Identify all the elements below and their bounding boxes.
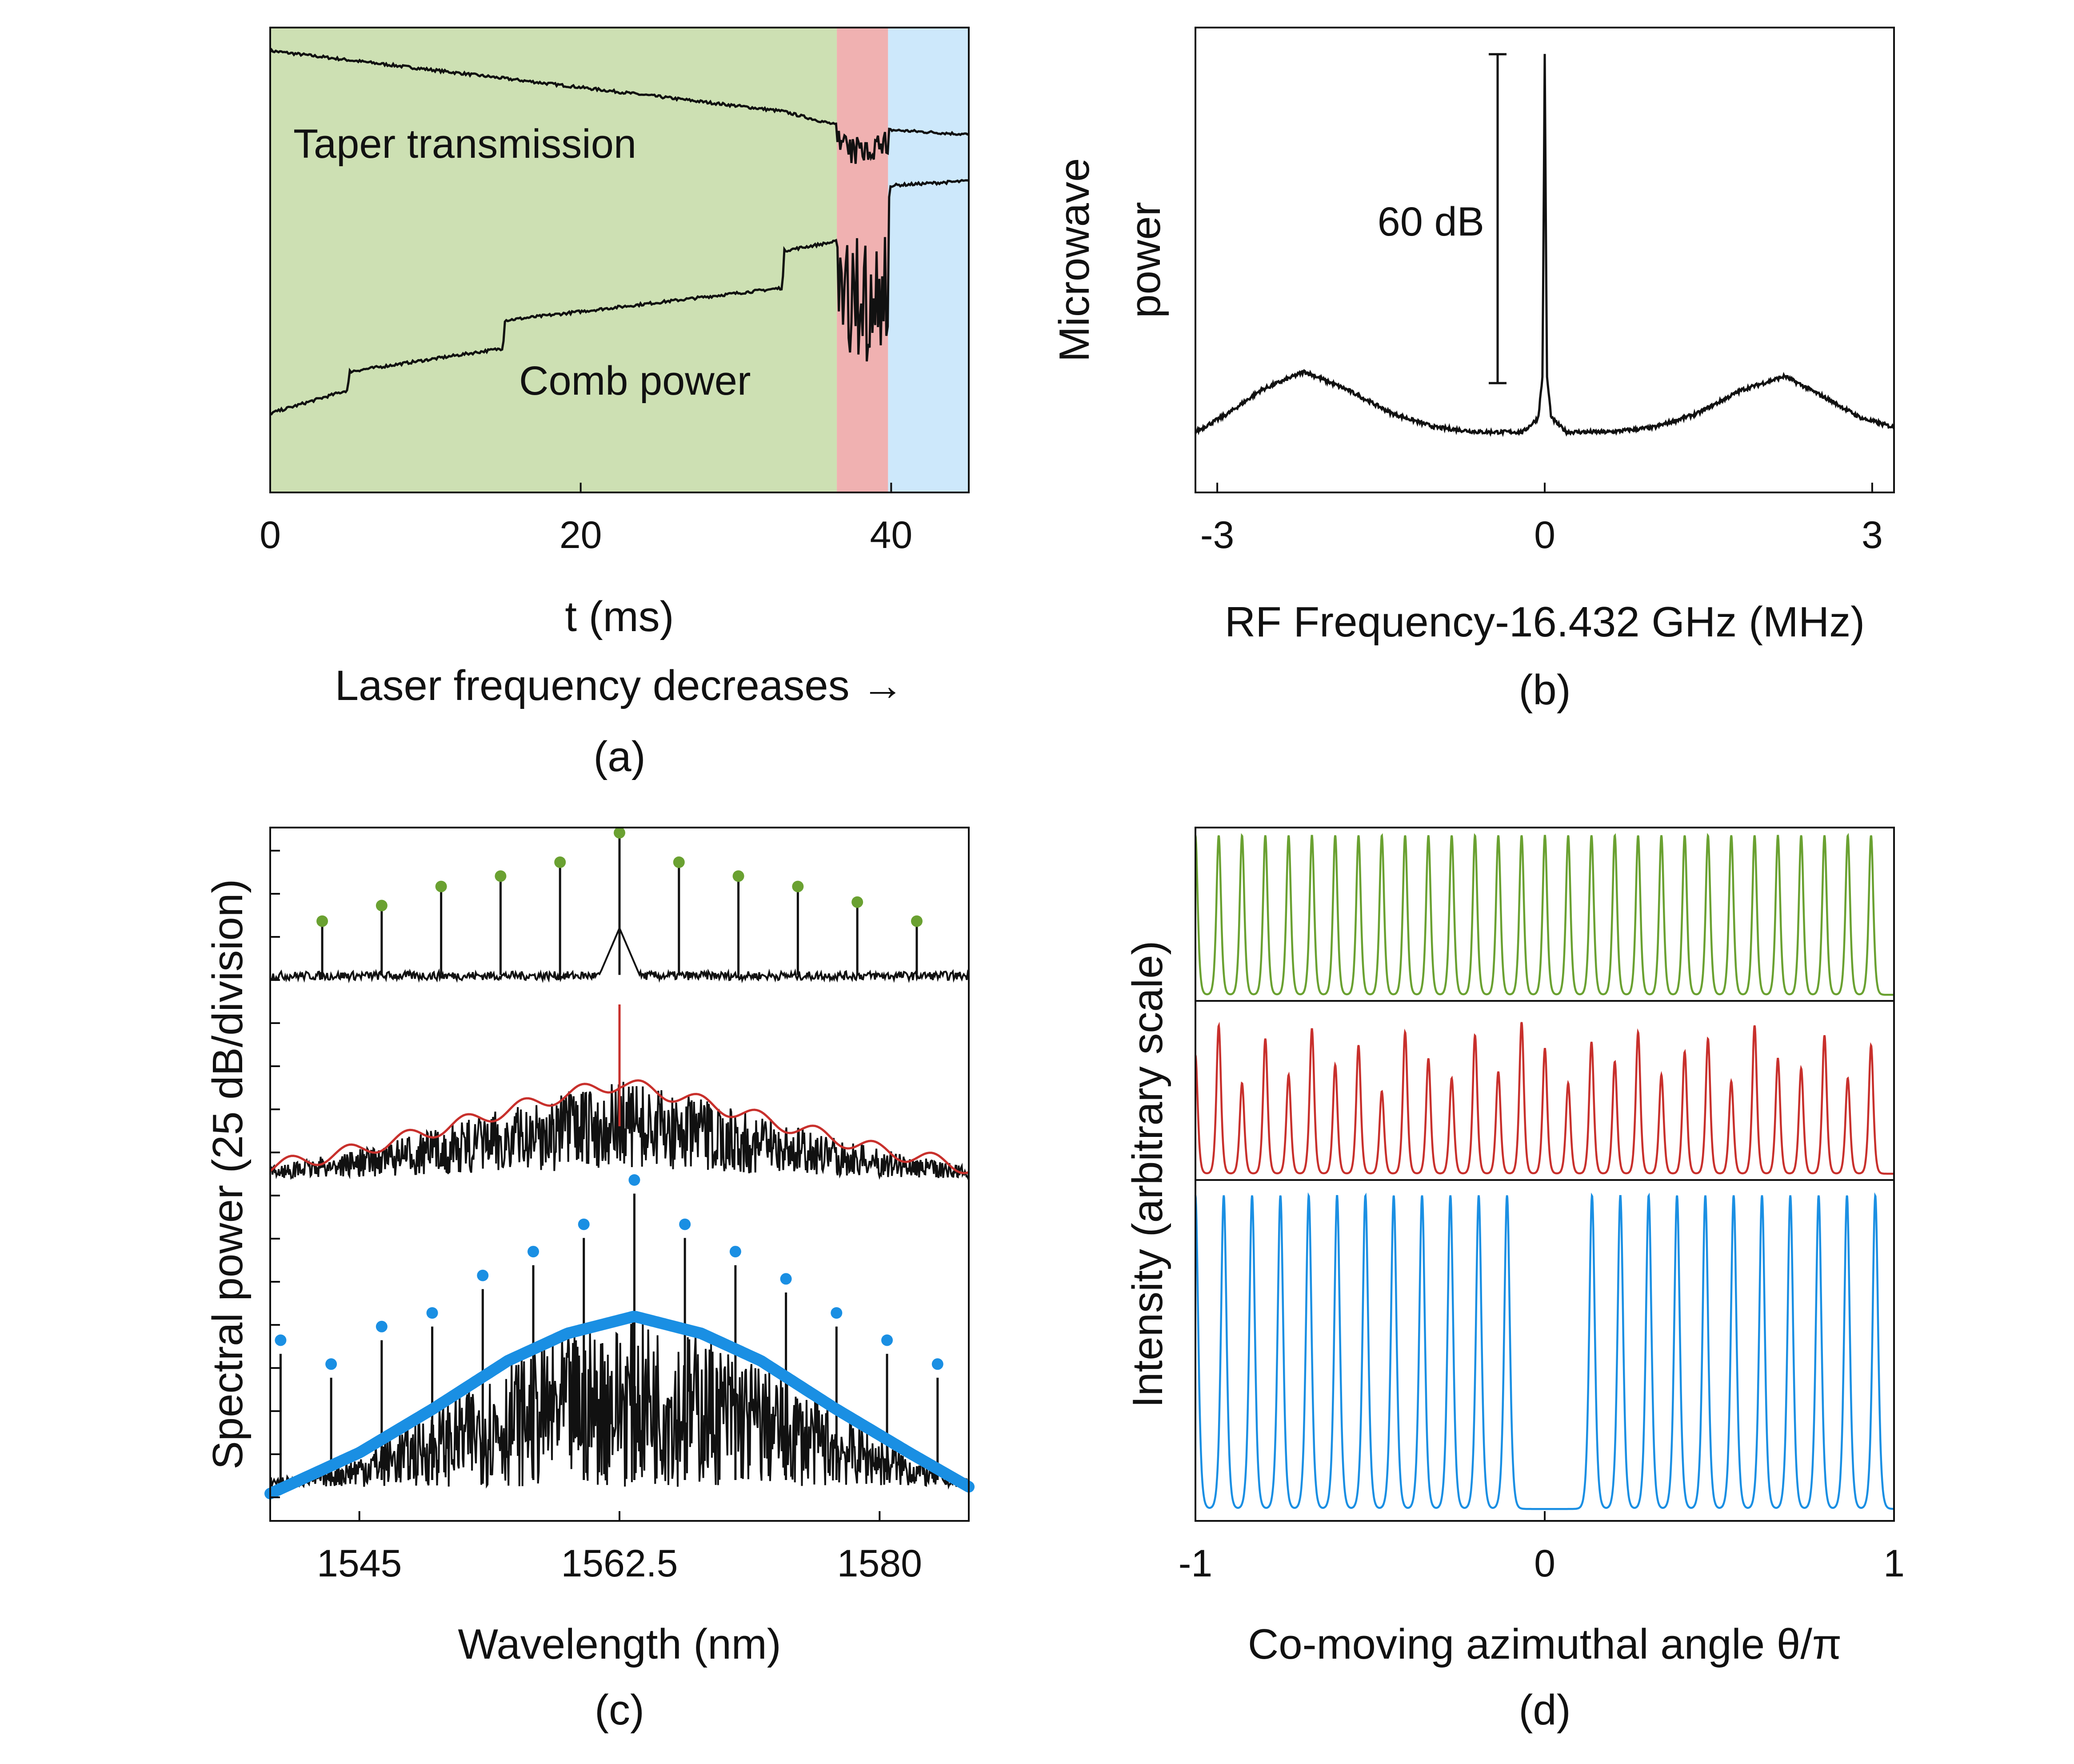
sixty-db-bracket [1489, 53, 1507, 384]
sech-squared-envelope [264, 1311, 975, 1500]
x-tick-label: 20 [559, 514, 602, 556]
green-comb-point [673, 856, 685, 868]
panel-b: 60 dB Microwave power -3 0 3 RF Frequency-… [1051, 27, 1895, 714]
panel-b-ylabel-line1: Microwave [1051, 158, 1098, 362]
blue-state-spectrum [269, 1317, 970, 1490]
green-comb-point [435, 880, 447, 892]
green-comb-point [316, 915, 328, 927]
blue-comb-point [376, 1320, 388, 1332]
x-tick-label: -1 [1179, 1542, 1212, 1585]
blue-comb-point [275, 1334, 287, 1346]
green-comb-point [792, 880, 804, 892]
blue-comb-point [729, 1246, 741, 1258]
green-comb-point [376, 900, 388, 912]
panel-c-ylabel: Spectral power (25 dB/division) [204, 879, 252, 1470]
blue-comb-point [931, 1358, 943, 1370]
x-tick-label: 40 [870, 514, 912, 556]
panel-a: Taper transmission Comb power 0 20 40 t (m… [260, 27, 970, 780]
blue-comb-point [780, 1273, 792, 1285]
time-region-1 [837, 28, 888, 492]
taper-transmission-line [269, 48, 970, 164]
comb-power-label: Comb power [519, 358, 751, 404]
sixty-db-label: 60 dB [1378, 199, 1484, 244]
panel-b-caption: (b) [1519, 666, 1570, 714]
blue-comb-point [881, 1334, 893, 1346]
panel-d-xlabel: Co-moving azimuthal angle θ/π [1248, 1620, 1842, 1668]
x-tick-label: 0 [260, 514, 281, 556]
x-tick-label: 1545 [317, 1542, 402, 1585]
red-intensity-trace [1194, 1021, 1894, 1175]
panel-d-caption: (d) [1519, 1686, 1570, 1734]
blue-comb-point [426, 1307, 438, 1319]
blue-comb-point [628, 1174, 640, 1186]
panel-a-xlabel: t (ms) [565, 593, 674, 640]
x-tick-label: 1580 [837, 1542, 922, 1585]
green-comb-point [614, 827, 625, 839]
panel-a-caption: (a) [593, 733, 645, 780]
blue-comb-point [578, 1218, 590, 1230]
panel-d-ylabel: Intensity (arbitrary scale) [1124, 941, 1171, 1408]
panel-c-caption: (c) [595, 1686, 644, 1734]
time-region-0 [270, 28, 837, 492]
red-state-spectrum [270, 1082, 970, 1182]
panel-c: 1545 1562.5 1580 Spectral power (25 dB/div… [204, 827, 975, 1734]
panel-a-frame [269, 27, 970, 493]
panel-b-xlabel: RF Frequency-16.432 GHz (MHz) [1225, 598, 1865, 646]
panel-a-xlabel2: Laser frequency decreases → [335, 662, 904, 709]
x-tick-label: 3 [1862, 514, 1883, 556]
x-tick-label: 1 [1883, 1542, 1905, 1585]
green-comb-point [732, 870, 744, 882]
blue-comb-point [325, 1358, 337, 1370]
x-tick-label: 0 [1534, 514, 1555, 556]
x-tick-label: 1562.5 [561, 1542, 678, 1585]
x-tick-label: -3 [1200, 514, 1234, 556]
blue-intensity-trace [1194, 1192, 1894, 1510]
blue-comb-point [527, 1246, 539, 1258]
green-comb-point [495, 870, 507, 882]
panel-d: -1 0 1 Intensity (arbitrary scale) Co-movi… [1124, 827, 1905, 1734]
blue-comb-point [679, 1218, 691, 1230]
green-intensity-trace [1194, 832, 1894, 996]
green-comb-point [911, 915, 923, 927]
comb-power-line [269, 179, 969, 416]
blue-comb-point [831, 1307, 843, 1319]
panel-b-ylabel-line2: power [1122, 202, 1169, 318]
microwave-spectrum-line [1194, 54, 1895, 437]
panel-c-xlabel: Wavelength (nm) [458, 1620, 781, 1668]
green-comb-point [851, 896, 863, 908]
time-region-2 [888, 28, 969, 492]
blue-comb-point [477, 1269, 489, 1281]
taper-transmission-label: Taper transmission [293, 121, 636, 167]
x-tick-label: 0 [1534, 1542, 1555, 1585]
green-comb-point [554, 856, 566, 868]
